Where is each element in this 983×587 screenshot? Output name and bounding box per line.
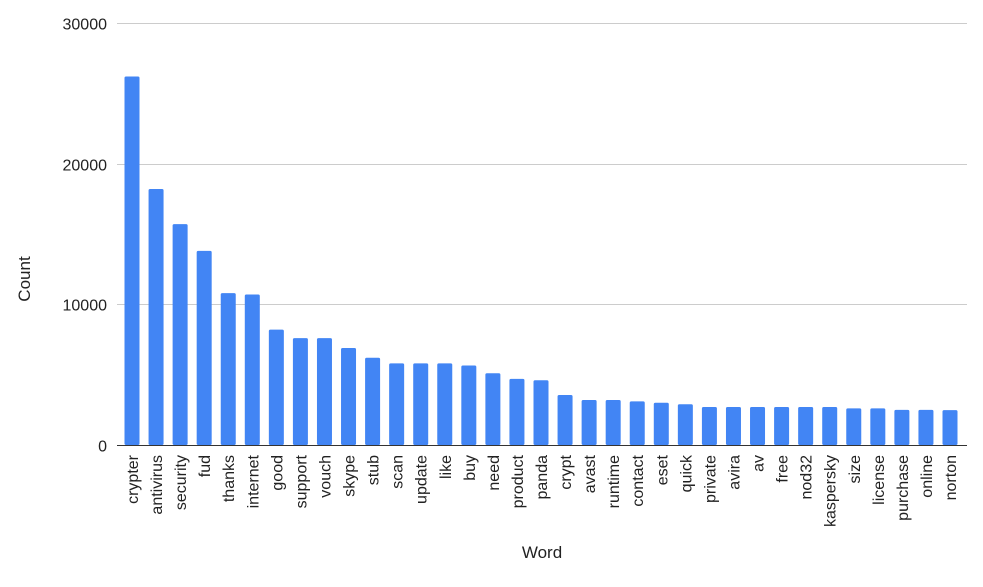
x-tick-label: license [871, 455, 888, 505]
bar-crypt [557, 395, 573, 445]
x-tick-label: crypter [125, 454, 142, 504]
x-tick-label: skype [342, 455, 359, 497]
bar-support [292, 338, 308, 445]
bar-kaspersky [822, 407, 838, 445]
x-tick-label: thanks [221, 455, 238, 502]
bar-stub [365, 357, 381, 445]
bar-contact [629, 401, 645, 445]
y-tick-label: 10000 [63, 298, 108, 315]
x-tick-label: panda [534, 455, 551, 500]
x-tick-label: buy [462, 455, 479, 481]
bar-online [918, 409, 934, 445]
x-tick-label: avira [726, 455, 743, 490]
x-tick-label: antivirus [149, 455, 166, 515]
bar-avira [725, 407, 741, 445]
bar-license [870, 408, 886, 445]
y-axis-ticks: 0 10000 20000 30000 [63, 17, 108, 456]
x-tick-label: eset [654, 454, 671, 485]
bar-vouch [316, 338, 332, 445]
x-tick-label: update [414, 455, 431, 504]
bars [124, 76, 958, 446]
bar-norton [942, 410, 958, 445]
x-tick-label: fud [197, 455, 214, 477]
x-tick-label: crypt [558, 454, 575, 489]
y-tick-label: 30000 [63, 17, 108, 34]
bar-update [413, 363, 429, 445]
gridlines [117, 23, 967, 305]
x-tick-label: kaspersky [823, 455, 840, 527]
bar-thanks [220, 293, 236, 445]
bar-free [774, 407, 790, 445]
bar-security [172, 224, 188, 445]
x-tick-label: security [173, 455, 190, 510]
x-tick-label: av [751, 455, 768, 472]
x-tick-label: product [510, 454, 527, 508]
y-axis-title: Count [15, 256, 34, 302]
bar-crypter [124, 76, 140, 445]
bar-buy [461, 365, 477, 445]
bar-eset [653, 402, 669, 445]
x-tick-label: contact [630, 454, 647, 506]
bar-size [846, 408, 862, 445]
x-tick-label: nod32 [799, 455, 816, 500]
x-tick-label: vouch [317, 455, 334, 498]
x-tick-label: good [269, 455, 286, 491]
bar-skype [341, 347, 357, 445]
bar-purchase [894, 409, 910, 445]
x-tick-label: online [919, 455, 936, 498]
y-tick-label: 0 [98, 439, 107, 456]
x-tick-label: scan [390, 455, 407, 489]
bar-quick [677, 404, 693, 445]
x-tick-label: runtime [606, 455, 623, 508]
bar-scan [389, 363, 405, 445]
x-axis-title: Word [522, 543, 562, 562]
bar-private [701, 407, 717, 445]
x-tick-label: support [293, 454, 310, 508]
x-tick-label: quick [678, 454, 695, 492]
bar-need [485, 373, 501, 445]
x-tick-label: norton [943, 455, 960, 500]
bar-fud [196, 250, 212, 445]
x-axis-ticks: crypter antivirus security fud thanks interne… [125, 454, 960, 527]
x-tick-label: internet [245, 454, 262, 508]
x-tick-label: size [847, 455, 864, 484]
x-tick-label: purchase [895, 455, 912, 521]
bar-runtime [605, 399, 621, 445]
bar-good [268, 329, 284, 445]
x-tick-label: stub [366, 455, 383, 485]
y-tick-label: 20000 [63, 158, 108, 175]
bar-av [750, 407, 766, 445]
bar-nod32 [798, 407, 814, 445]
bar-product [509, 378, 525, 445]
bar-avast [581, 399, 597, 445]
bar-antivirus [148, 188, 164, 446]
x-tick-label: need [486, 455, 503, 491]
x-tick-label: avast [582, 454, 599, 493]
bar-like [437, 363, 453, 445]
x-tick-label: like [438, 455, 455, 479]
bar-panda [533, 380, 549, 445]
x-tick-label: private [702, 455, 719, 503]
bar-internet [244, 294, 260, 445]
x-tick-label: free [775, 455, 792, 483]
